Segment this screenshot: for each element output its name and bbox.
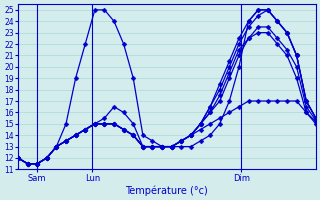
- X-axis label: Température (°c): Température (°c): [125, 185, 208, 196]
